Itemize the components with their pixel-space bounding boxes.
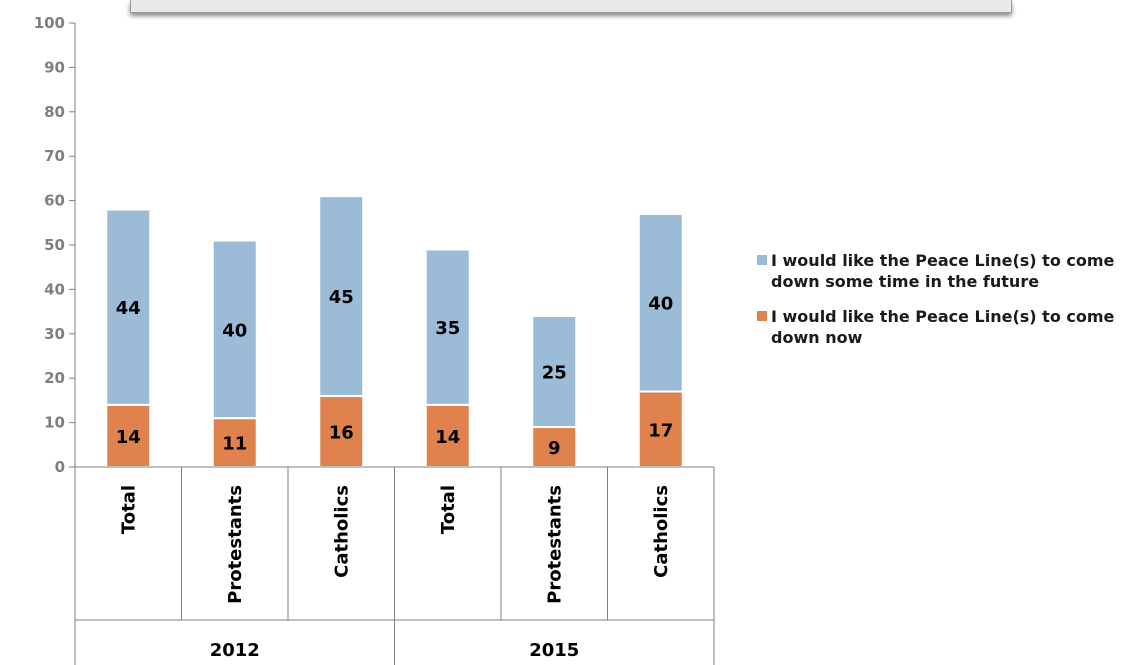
group-label: 2012 xyxy=(210,640,260,661)
bar-segment-now xyxy=(105,403,152,468)
data-label: 25 xyxy=(542,363,567,384)
y-tick-label: 10 xyxy=(44,414,65,432)
y-tick-label: 20 xyxy=(44,369,65,387)
y-tick-label: 90 xyxy=(44,58,65,76)
bar-segment-now xyxy=(637,390,684,468)
data-label: 40 xyxy=(648,294,673,315)
legend-label-now: I would like the Peace Line(s) to come d… xyxy=(771,307,1115,347)
data-label: 14 xyxy=(116,427,141,448)
bar-segment-future xyxy=(211,239,258,420)
data-label: 14 xyxy=(435,427,460,448)
category-label: Total xyxy=(118,485,139,534)
data-label: 16 xyxy=(329,422,354,443)
y-tick-label: 0 xyxy=(55,458,65,476)
legend-swatch-now xyxy=(757,311,767,321)
legend-item-now: I would like the Peace Line(s) to come d… xyxy=(757,306,1127,348)
bar-segment-future xyxy=(424,248,471,406)
data-label: 45 xyxy=(329,287,354,308)
bar-segment-now xyxy=(211,417,258,469)
y-tick-label: 100 xyxy=(34,14,65,32)
legend-swatch-future xyxy=(757,255,767,265)
y-tick-label: 60 xyxy=(44,192,65,210)
y-tick-label: 30 xyxy=(44,325,65,343)
data-label: 17 xyxy=(648,420,673,441)
bar-segment-future xyxy=(637,212,684,393)
data-label: 44 xyxy=(116,298,141,319)
bars: 14 44 11 40 16 45 14 35 9 25 17 40 xyxy=(105,195,684,469)
legend-item-future: I would like the Peace Line(s) to come d… xyxy=(757,250,1127,292)
category-label: Protestants xyxy=(225,485,246,604)
data-label: 35 xyxy=(435,318,460,339)
y-tick-label: 50 xyxy=(44,236,65,254)
bar-segment-future xyxy=(318,195,365,397)
bar-segment-now xyxy=(318,394,365,468)
legend-label-future: I would like the Peace Line(s) to come d… xyxy=(771,251,1115,291)
category-label: Protestants xyxy=(544,485,565,604)
category-label: Catholics xyxy=(331,485,352,578)
data-label: 9 xyxy=(548,438,561,459)
stacked-bar-chart: 0 10 20 30 40 50 60 70 80 90 100 14 44 11 40 16 45 14 35 9… xyxy=(34,14,715,665)
bar-segment-future xyxy=(105,208,152,406)
x-axis: Total Protestants Catholics 2012 Total Protes… xyxy=(74,466,715,665)
y-tick-label: 70 xyxy=(44,147,65,165)
title-banner xyxy=(130,0,1012,13)
y-axis: 0 10 20 30 40 50 60 70 80 90 100 xyxy=(34,14,76,476)
group-label: 2015 xyxy=(529,640,579,661)
y-tick-label: 80 xyxy=(44,103,65,121)
legend: I would like the Peace Line(s) to come d… xyxy=(757,250,1127,362)
data-label: 11 xyxy=(222,434,247,455)
bar-segment-future xyxy=(531,315,578,429)
category-label: Total xyxy=(438,485,459,534)
category-label: Catholics xyxy=(651,485,672,578)
y-tick-label: 40 xyxy=(44,280,65,298)
data-label: 40 xyxy=(222,320,247,341)
